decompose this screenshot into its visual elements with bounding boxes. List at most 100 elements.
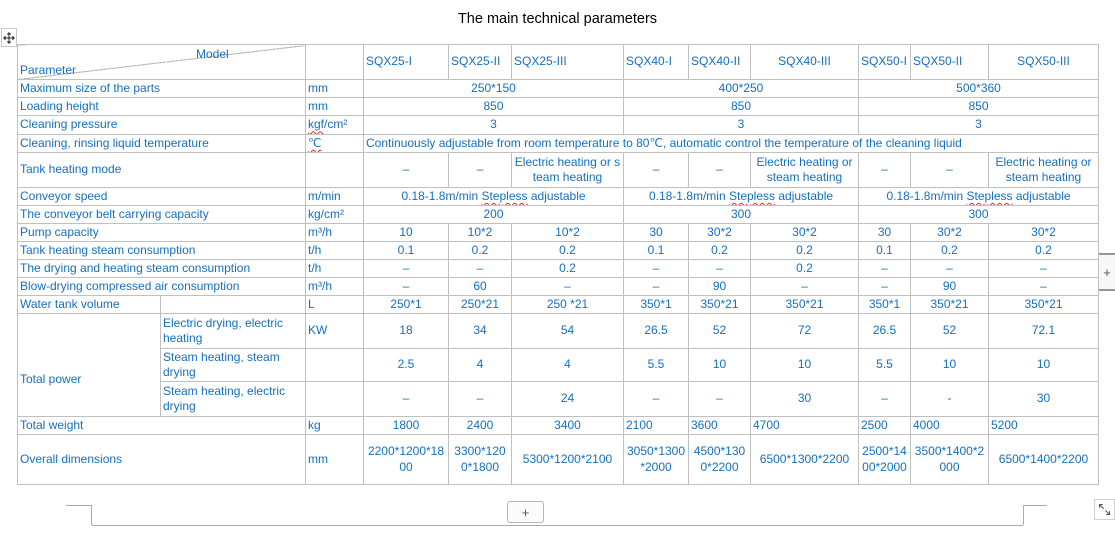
- column-header-cell[interactable]: SQX25-II: [448, 44, 512, 80]
- row-label-cell[interactable]: Overall dimensions: [17, 434, 306, 485]
- value-cell[interactable]: 3300*1200*1800: [448, 434, 512, 485]
- value-cell[interactable]: 4700: [750, 416, 859, 435]
- value-cell[interactable]: –: [623, 259, 689, 278]
- add-row-button[interactable]: +: [507, 501, 544, 523]
- value-cell[interactable]: 250*21: [448, 295, 512, 314]
- unit-cell[interactable]: t/h: [305, 259, 364, 278]
- value-cell[interactable]: –: [623, 381, 689, 417]
- row-label-cell[interactable]: Loading height: [17, 97, 306, 116]
- value-cell[interactable]: 350*21: [910, 295, 989, 314]
- column-header-cell[interactable]: SQX50-I: [858, 44, 911, 80]
- value-cell[interactable]: –: [910, 152, 989, 188]
- value-cell[interactable]: –: [363, 152, 449, 188]
- value-cell[interactable]: 0.2: [988, 241, 1099, 260]
- value-cell[interactable]: 0.2: [448, 241, 512, 260]
- value-cell[interactable]: –: [448, 152, 512, 188]
- row-label-cell[interactable]: Pump capacity: [17, 223, 306, 242]
- add-column-button[interactable]: +: [1099, 253, 1115, 291]
- value-cell[interactable]: 2400: [448, 416, 512, 435]
- value-cell[interactable]: 0.1: [363, 241, 449, 260]
- value-cell[interactable]: 5.5: [623, 348, 689, 382]
- value-cell[interactable]: 2500*1400*2000: [858, 434, 911, 485]
- value-cell[interactable]: 0.2: [910, 241, 989, 260]
- value-cell[interactable]: 52: [910, 313, 989, 349]
- value-cell[interactable]: 24: [511, 381, 624, 417]
- value-cell[interactable]: 250*1: [363, 295, 449, 314]
- unit-cell[interactable]: m³/h: [305, 223, 364, 242]
- value-cell[interactable]: 3: [858, 115, 1099, 135]
- value-cell[interactable]: 30*2: [750, 223, 859, 242]
- value-cell[interactable]: 400*250: [623, 79, 859, 98]
- value-cell[interactable]: 500*360: [858, 79, 1099, 98]
- row-label-cell[interactable]: [160, 295, 306, 314]
- value-cell[interactable]: 4: [448, 348, 512, 382]
- unit-cell[interactable]: ℃: [305, 134, 364, 153]
- value-cell[interactable]: Electric heating or steam heating: [750, 152, 859, 188]
- value-cell[interactable]: Electric heating or steam heating: [511, 152, 624, 188]
- unit-cell[interactable]: mm: [305, 434, 364, 485]
- row-label-cell[interactable]: Electric drying, electric heating: [160, 313, 306, 349]
- column-header-cell[interactable]: SQX40-I: [623, 44, 689, 80]
- value-cell[interactable]: 72.1: [988, 313, 1099, 349]
- value-cell[interactable]: 5300*1200*2100: [511, 434, 624, 485]
- unit-cell[interactable]: m³/h: [305, 277, 364, 296]
- value-cell[interactable]: 0.2: [511, 241, 624, 260]
- value-cell[interactable]: 850: [363, 97, 624, 116]
- unit-cell[interactable]: [305, 381, 364, 417]
- parameters-table[interactable]: Model Parameter SQX25-I SQX25-II SQX25-III SQ…: [17, 44, 1099, 485]
- row-label-cell[interactable]: The drying and heating steam consumption: [17, 259, 306, 278]
- value-cell[interactable]: 30: [858, 223, 911, 242]
- value-cell[interactable]: 4000: [910, 416, 989, 435]
- header-corner-cell[interactable]: Model Parameter: [17, 44, 306, 80]
- value-cell[interactable]: 54: [511, 313, 624, 349]
- value-cell[interactable]: 26.5: [858, 313, 911, 349]
- unit-cell[interactable]: [305, 348, 364, 382]
- unit-cell[interactable]: m/min: [305, 187, 364, 206]
- row-label-cell[interactable]: Cleaning, rinsing liquid temperature: [17, 134, 306, 153]
- value-cell[interactable]: 0.1: [623, 241, 689, 260]
- value-cell[interactable]: 300: [623, 205, 859, 224]
- value-cell[interactable]: 10: [750, 348, 859, 382]
- value-cell[interactable]: 10: [910, 348, 989, 382]
- value-cell[interactable]: 6500*1300*2200: [750, 434, 859, 485]
- value-cell[interactable]: 60: [448, 277, 512, 296]
- table-move-handle[interactable]: [1, 28, 17, 47]
- value-cell[interactable]: 0.18-1.8m/min Stepless adjustable: [858, 187, 1099, 206]
- value-cell[interactable]: 10*2: [448, 223, 512, 242]
- value-cell[interactable]: 200: [363, 205, 624, 224]
- value-cell[interactable]: 3: [623, 115, 859, 135]
- value-cell[interactable]: 30: [750, 381, 859, 417]
- value-cell[interactable]: –: [363, 259, 449, 278]
- value-cell[interactable]: 2200*1200*1800: [363, 434, 449, 485]
- column-header-cell[interactable]: SQX40-II: [688, 44, 751, 80]
- unit-cell[interactable]: mm: [305, 79, 364, 98]
- unit-cell[interactable]: L: [305, 295, 364, 314]
- value-cell[interactable]: –: [988, 259, 1099, 278]
- value-cell[interactable]: 72: [750, 313, 859, 349]
- value-cell[interactable]: 350*1: [858, 295, 911, 314]
- value-cell[interactable]: –: [623, 277, 689, 296]
- row-label-cell[interactable]: Steam heating, steam drying: [160, 348, 306, 382]
- value-cell[interactable]: 350*1: [623, 295, 689, 314]
- value-cell[interactable]: 2100: [623, 416, 689, 435]
- value-cell[interactable]: –: [688, 259, 751, 278]
- value-cell[interactable]: 30*2: [988, 223, 1099, 242]
- row-label-cell[interactable]: Cleaning pressure: [17, 115, 306, 135]
- value-cell[interactable]: 90: [910, 277, 989, 296]
- value-cell[interactable]: –: [910, 259, 989, 278]
- value-cell[interactable]: 250*150: [363, 79, 624, 98]
- column-header-cell[interactable]: SQX25-I: [363, 44, 449, 80]
- value-cell[interactable]: Continuously adjustable from room temper…: [363, 134, 1099, 153]
- value-cell[interactable]: 4500*1300*2200: [688, 434, 751, 485]
- value-cell[interactable]: -: [910, 381, 989, 417]
- value-cell[interactable]: –: [363, 277, 449, 296]
- value-cell[interactable]: 3050*1300*2000: [623, 434, 689, 485]
- value-cell[interactable]: –: [623, 152, 689, 188]
- value-cell[interactable]: 3: [363, 115, 624, 135]
- value-cell[interactable]: –: [363, 381, 449, 417]
- value-cell[interactable]: 350*21: [688, 295, 751, 314]
- unit-cell[interactable]: [305, 152, 364, 188]
- value-cell[interactable]: 34: [448, 313, 512, 349]
- row-label-cell[interactable]: Total weight: [17, 416, 306, 435]
- value-cell[interactable]: 0.2: [750, 241, 859, 260]
